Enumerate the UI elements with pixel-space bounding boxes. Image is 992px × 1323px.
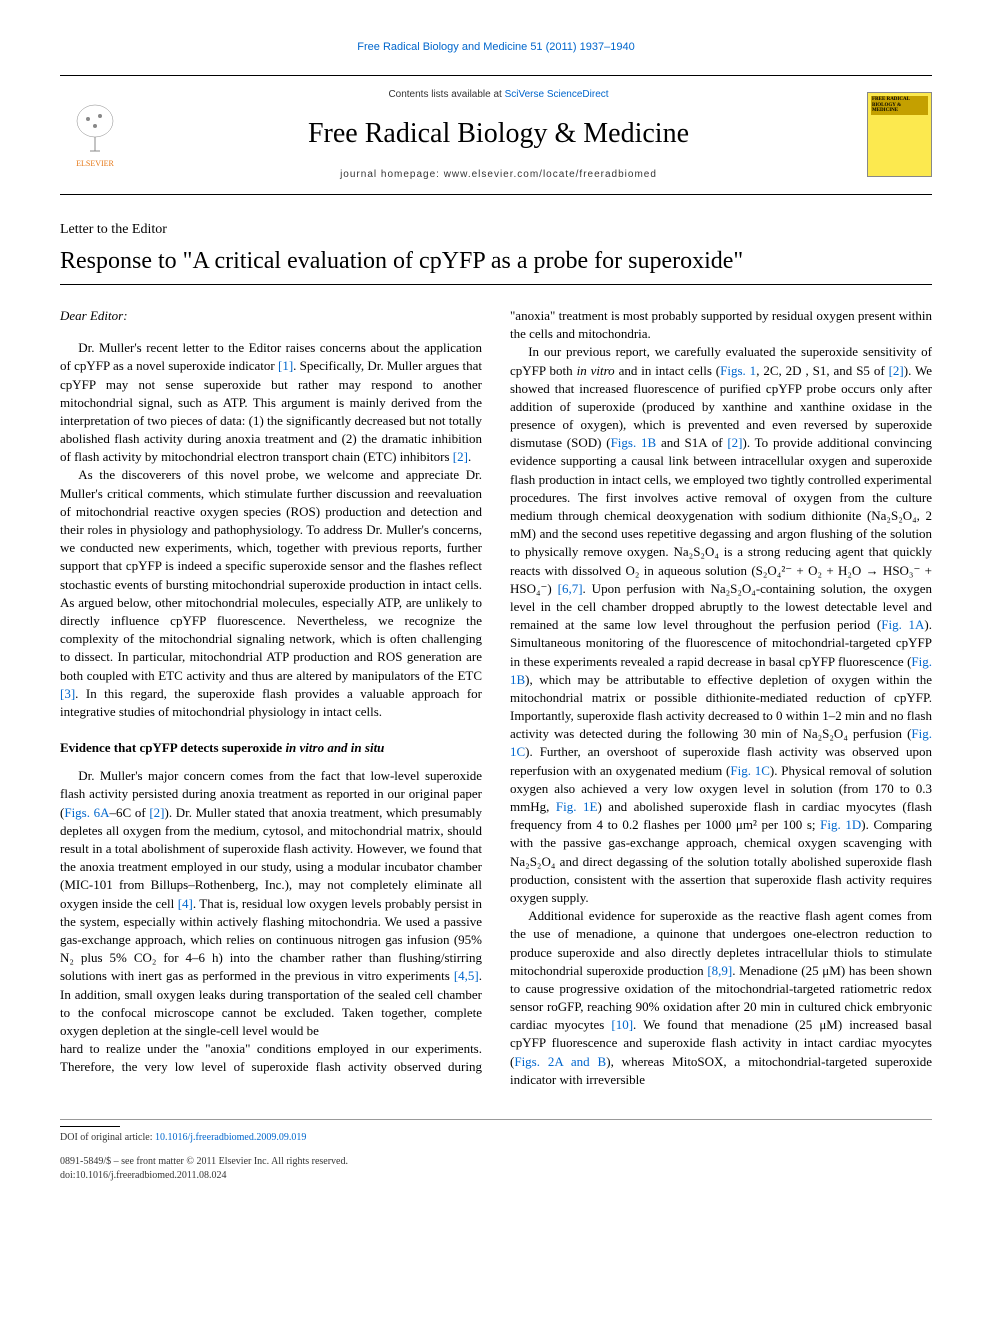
footer-rule [60,1126,120,1127]
elsevier-tree-icon [70,101,120,156]
original-doi-link[interactable]: 10.1016/j.freeradbiomed.2009.09.019 [155,1132,306,1143]
journal-header: ELSEVIER Contents lists available at Sci… [60,75,932,194]
original-doi-line: DOI of original article: 10.1016/j.freer… [60,1131,932,1145]
citation-link[interactable]: [6,7] [558,581,583,596]
citation-link[interactable]: [2] [453,449,468,464]
citation-link[interactable]: [2] [889,363,904,378]
citation-link[interactable]: Fig. 1C [510,726,932,759]
journal-cover-thumbnail: FREE RADICAL BIOLOGY & MEDICINE [867,92,932,177]
salutation: Dear Editor: [60,307,482,325]
homepage-label: journal homepage: [340,169,444,180]
citation-link[interactable]: Fig. 1A [881,617,924,632]
page-footer: DOI of original article: 10.1016/j.freer… [60,1119,932,1183]
citation-link[interactable]: [2] [727,435,742,450]
running-header: Free Radical Biology and Medicine 51 (20… [60,40,932,55]
elsevier-logo: ELSEVIER [60,95,130,175]
paragraph-2: As the discoverers of this novel probe, … [60,466,482,721]
contents-available-line: Contents lists available at SciVerse Sci… [150,88,847,102]
title-rule [60,284,932,285]
citation-link[interactable]: Fig. 1C [730,763,770,778]
citation-link[interactable]: [3] [60,686,75,701]
running-header-link[interactable]: Free Radical Biology and Medicine 51 (20… [357,41,634,53]
citation-link[interactable]: Figs. 1B [611,435,657,450]
citation-link[interactable]: Fig. 1B [510,654,932,687]
citation-link[interactable]: Fig. 1E [556,799,598,814]
paragraph-5: In our previous report, we carefully eva… [510,343,932,907]
issn-line: 0891-5849/$ – see front matter © 2011 El… [60,1155,932,1169]
homepage-url: www.elsevier.com/locate/freeradbiomed [444,169,657,180]
paragraph-3: Dr. Muller's major concern comes from th… [60,767,482,1040]
citation-link[interactable]: Fig. 1D [820,817,861,832]
article-type: Letter to the Editor [60,220,932,240]
doi-label: DOI of original article: [60,1132,155,1143]
section-heading-1-text: Evidence that cpYFP detects superoxide i… [60,740,384,755]
contents-prefix: Contents lists available at [388,89,504,100]
paragraph-6: Additional evidence for superoxide as th… [510,907,932,1089]
article-title: Response to "A critical evaluation of cp… [60,247,932,276]
sciencedirect-link[interactable]: SciVerse ScienceDirect [505,89,609,100]
article-body: Dear Editor: Dr. Muller's recent letter … [60,307,932,1089]
citation-link[interactable]: Figs. 1 [720,363,756,378]
citation-link[interactable]: Figs. 6A [64,805,109,820]
citation-link[interactable]: [1] [278,358,293,373]
citation-link[interactable]: [2] [149,805,164,820]
doi-line: doi:10.1016/j.freeradbiomed.2011.08.024 [60,1169,932,1183]
citation-link[interactable]: [10] [611,1017,633,1032]
header-center: Contents lists available at SciVerse Sci… [150,88,847,181]
elsevier-label: ELSEVIER [76,158,114,169]
journal-name: Free Radical Biology & Medicine [150,114,847,153]
citation-link[interactable]: [4,5] [454,968,479,983]
citation-link[interactable]: Figs. 2A and B [514,1054,606,1069]
paragraph-1: Dr. Muller's recent letter to the Editor… [60,339,482,466]
citation-link[interactable]: [4] [178,896,193,911]
cover-thumb-title: FREE RADICAL BIOLOGY & MEDICINE [871,96,928,115]
journal-homepage-line: journal homepage: www.elsevier.com/locat… [150,168,847,182]
section-heading-1: Evidence that cpYFP detects superoxide i… [60,739,482,757]
citation-link[interactable]: [8,9] [707,963,732,978]
